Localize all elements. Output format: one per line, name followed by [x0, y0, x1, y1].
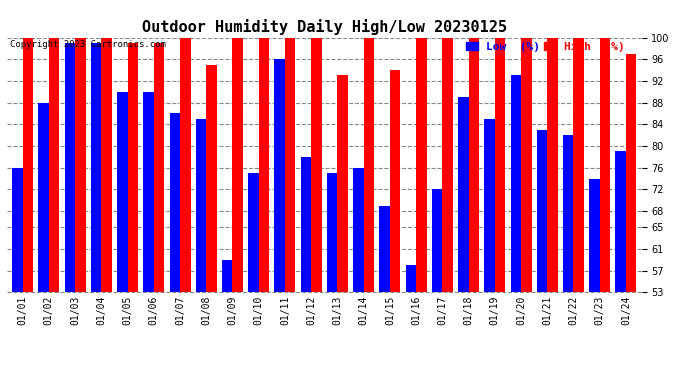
Legend: Low  (%), High  (%): Low (%), High (%)	[462, 38, 629, 57]
Bar	[416, 38, 426, 292]
Bar	[469, 38, 479, 292]
Bar	[311, 38, 322, 292]
Bar	[390, 70, 400, 292]
Bar	[406, 266, 416, 292]
Bar	[537, 130, 547, 292]
Bar	[75, 38, 86, 292]
Bar	[275, 59, 285, 292]
Bar	[39, 103, 49, 292]
Bar	[615, 152, 626, 292]
Bar	[563, 135, 573, 292]
Bar	[91, 43, 101, 292]
Bar	[154, 43, 164, 292]
Bar	[573, 38, 584, 292]
Bar	[484, 119, 495, 292]
Bar	[259, 38, 269, 292]
Bar	[327, 173, 337, 292]
Bar	[547, 38, 558, 292]
Bar	[233, 38, 243, 292]
Bar	[23, 38, 33, 292]
Bar	[301, 157, 311, 292]
Bar	[170, 114, 180, 292]
Bar	[626, 54, 636, 292]
Bar	[206, 64, 217, 292]
Bar	[442, 38, 453, 292]
Bar	[432, 189, 442, 292]
Bar	[600, 38, 610, 292]
Bar	[364, 38, 374, 292]
Bar	[337, 75, 348, 292]
Bar	[12, 168, 23, 292]
Bar	[353, 168, 364, 292]
Bar	[380, 206, 390, 292]
Bar	[511, 75, 521, 292]
Bar	[117, 92, 128, 292]
Bar	[49, 38, 59, 292]
Text: Copyright 2023 Cartronics.com: Copyright 2023 Cartronics.com	[10, 40, 166, 49]
Bar	[458, 97, 469, 292]
Bar	[589, 178, 600, 292]
Title: Outdoor Humidity Daily High/Low 20230125: Outdoor Humidity Daily High/Low 20230125	[142, 19, 506, 35]
Bar	[128, 43, 138, 292]
Bar	[65, 43, 75, 292]
Bar	[495, 38, 505, 292]
Bar	[285, 38, 295, 292]
Bar	[144, 92, 154, 292]
Bar	[101, 38, 112, 292]
Bar	[248, 173, 259, 292]
Bar	[180, 38, 190, 292]
Bar	[222, 260, 233, 292]
Bar	[196, 119, 206, 292]
Bar	[521, 38, 531, 292]
